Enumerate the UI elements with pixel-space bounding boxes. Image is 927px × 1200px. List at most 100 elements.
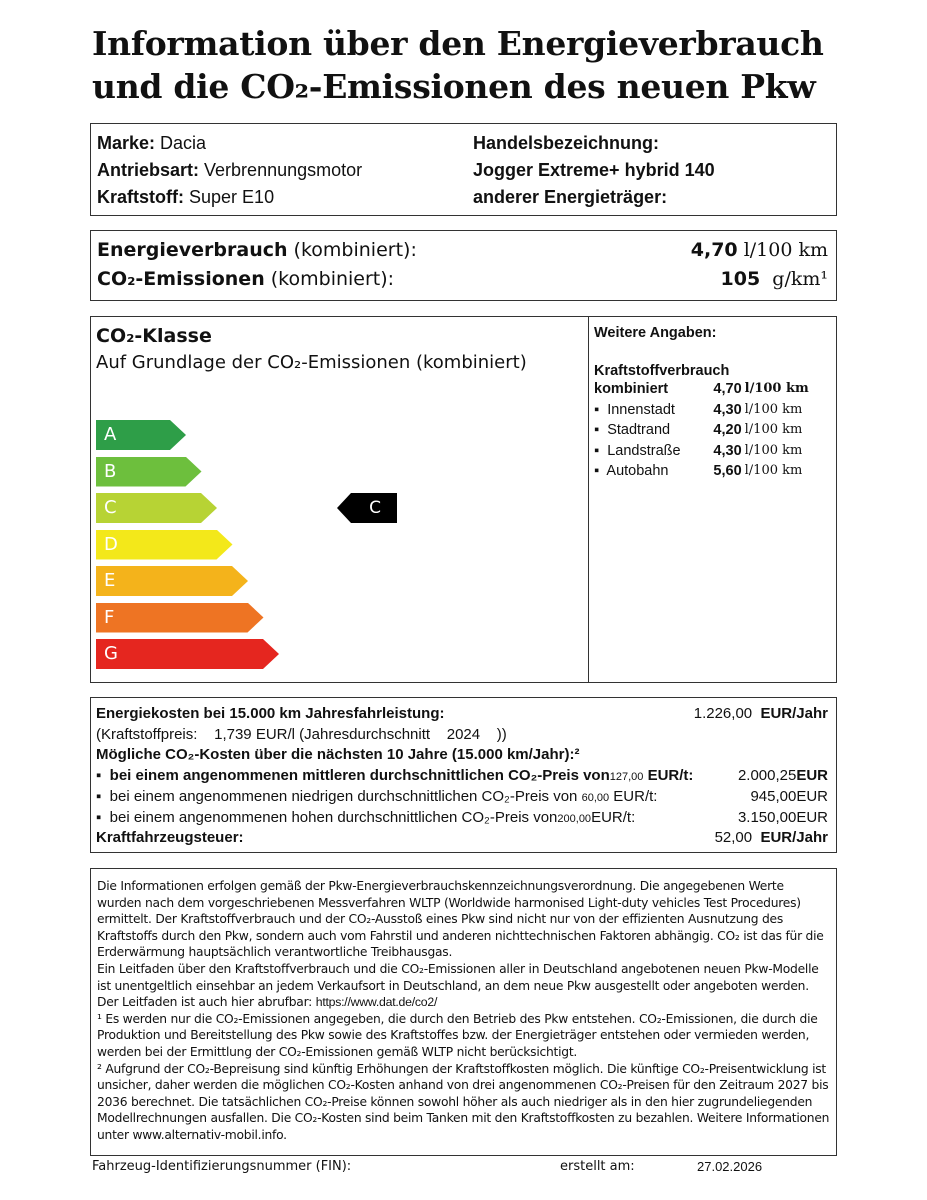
co2-class-bar-c: C <box>96 493 217 523</box>
co2-value: 105 <box>720 268 761 290</box>
fin-label: Fahrzeug-Identifizierungsnummer (FIN): <box>92 1159 352 1174</box>
co2-unit: g/km¹ <box>772 268 828 290</box>
footnote-1: ¹ Es werden nur die CO₂-Emissionen angeg… <box>97 1011 818 1059</box>
antrieb-label: Antriebsart: <box>97 160 200 180</box>
row-value: 5,60 <box>713 463 742 479</box>
handel-value: Jogger Extreme+ hybrid 140 <box>473 160 715 180</box>
footnote-2b: berechnet. Die tatsächlichen CO₂-Preise … <box>97 1094 830 1142</box>
erstellt-date: 27.02.2026 <box>697 1159 763 1174</box>
high-cur: EUR <box>796 809 828 826</box>
high-price: 200,00 <box>557 813 592 825</box>
co2-class-subheading: Auf Grundlage der CO₂-Emissionen (kombin… <box>96 352 527 373</box>
weitere-sub: Kraftstoffverbrauch <box>594 363 730 379</box>
energietraeger-label: anderer Energieträger: <box>473 187 668 207</box>
row-unit: l/100 km <box>744 463 803 478</box>
kraftstoff-value: Super E10 <box>189 187 275 207</box>
co2-class-letter: G <box>104 643 118 664</box>
row-label: ▪ Landstraße <box>594 442 681 459</box>
mid-cur: EUR <box>796 767 828 784</box>
row-label: kombiniert <box>594 381 669 397</box>
co2-class-box: CO₂-Klasse Auf Grundlage der CO₂-Emissio… <box>90 316 837 683</box>
mid-text: bei einem angenommenen mittleren durchsc… <box>109 767 610 784</box>
marke-value: Dacia <box>160 133 207 153</box>
row-value: 4,30 <box>713 401 742 418</box>
co2-class-letter: E <box>104 570 116 591</box>
row-unit: l/100 km <box>744 442 803 458</box>
notes-box: Die Informationen erfolgen gemäß der Pkw… <box>90 868 837 1156</box>
current-class-label: C <box>369 498 381 518</box>
current-class-indicator: C <box>337 493 397 523</box>
co2-class-bar-a: A <box>96 420 186 450</box>
co2-class-bar-d: D <box>96 529 233 560</box>
marke-label: Marke: <box>97 133 156 153</box>
low-value: 945,00 <box>750 788 797 805</box>
consumption-box: Energieverbrauch (kombiniert): 4,70 l/10… <box>90 230 837 301</box>
steuer-unit: EUR/Jahr <box>760 829 828 846</box>
mid-unit: EUR/t: <box>647 767 694 784</box>
co2-class-letter: F <box>104 606 115 628</box>
consumption-row: ▪ Landstraße 4,30 l/100 km <box>594 441 828 462</box>
preis-prefix: (Kraftstoffpreis: <box>96 726 198 743</box>
row-label: ▪ Autobahn <box>594 463 669 479</box>
mid-price: 127,00 <box>609 771 644 783</box>
preis-value: 1,739 <box>214 726 252 743</box>
co2-suffix: (kombiniert): <box>264 268 395 290</box>
high-text: bei einem angenommenen hohen durchschnit… <box>109 809 558 826</box>
row-value: 4,30 <box>713 442 742 459</box>
co2-costs-heading: Mögliche CO₂-Kosten über die nächsten 10… <box>96 746 580 763</box>
co2-class-letter: D <box>104 533 118 555</box>
steuer-value: 52,00 <box>714 829 753 846</box>
co2-class-bar-f: F <box>96 602 264 633</box>
preis-year: 2024 <box>446 726 481 743</box>
title-line-1: Information über den Energieverbrauch <box>92 24 824 63</box>
leitfaden-link[interactable]: https://www.dat.de/co2/ <box>315 995 438 1010</box>
row-value: 4,70 <box>713 381 742 397</box>
costs-box: Energiekosten bei 15.000 km Jahresfahrle… <box>90 697 837 853</box>
energiekosten-unit: EUR/Jahr <box>760 705 828 722</box>
row-label: ▪ Stadtrand <box>594 422 671 438</box>
consumption-row: ▪ Autobahn 5,60 l/100 km <box>594 461 828 482</box>
bis: bis <box>811 1078 829 1093</box>
co2-class-bar-g: G <box>96 639 279 669</box>
consumption-row: ▪ Stadtrand 4,20 l/100 km <box>594 420 828 441</box>
consumption-row: kombiniert 4,70 l/100 km <box>594 379 828 400</box>
row-unit: l/100 km <box>744 381 809 396</box>
co2-class-heading: CO₂-Klasse <box>96 325 212 347</box>
steuer-label: Kraftfahrzeugsteuer: <box>96 829 244 846</box>
divider <box>588 317 589 682</box>
energiekosten-value: 1.226,00 <box>693 705 753 722</box>
preis-end: )) <box>496 726 507 743</box>
row-unit: l/100 km <box>744 401 803 417</box>
title-line-2: und die CO₂-Emissionen des neuen Pkw <box>92 67 816 106</box>
row-label: ▪ Innenstadt <box>594 401 675 418</box>
row-unit: l/100 km <box>744 422 803 437</box>
low-price: 60,00 <box>581 792 610 804</box>
co2-class-letter: A <box>104 424 117 445</box>
antrieb-value: Verbrennungsmotor <box>204 160 363 180</box>
high-unit: EUR/t: <box>591 809 636 826</box>
year-to: 2036 <box>97 1094 128 1109</box>
vehicle-info-box: Marke: Dacia Antriebsart: Verbrennungsmo… <box>90 123 837 216</box>
energie-label: Energieverbrauch <box>97 239 288 261</box>
consumption-row: ▪ Innenstadt 4,30 l/100 km <box>594 400 828 421</box>
energie-unit: l/100 km <box>743 239 828 261</box>
co2-class-bar-b: B <box>96 456 202 487</box>
kraftstoff-label: Kraftstoff: <box>97 187 184 207</box>
erstellt-label: erstellt am: <box>560 1159 635 1174</box>
energiekosten-label: Energiekosten bei 15.000 km Jahresfahrle… <box>96 705 445 722</box>
row-value: 4,20 <box>713 422 742 438</box>
note-p1: Die Informationen erfolgen gemäß der Pkw… <box>97 879 824 960</box>
mid-value: 2.000,25 <box>737 767 797 784</box>
high-value: 3.150,00 <box>737 809 797 826</box>
footnote-2a: ² Aufgrund der CO₂-Bepreisung sind künft… <box>97 1061 826 1093</box>
co2-class-bar-e: E <box>96 566 248 596</box>
year-from: 2027 <box>777 1078 809 1093</box>
handel-label: Handelsbezeichnung: <box>473 133 660 153</box>
energie-suffix: (kombiniert): <box>287 239 417 261</box>
low-text: bei einem angenommenen niedrigen durchsc… <box>109 788 578 805</box>
co2-label: CO₂-Emissionen <box>97 268 265 290</box>
page-title: Information über den Energieverbrauch un… <box>92 22 824 108</box>
low-unit: EUR/t: <box>613 788 658 805</box>
co2-class-letter: C <box>104 497 117 518</box>
weitere-heading: Weitere Angaben: <box>594 325 717 341</box>
